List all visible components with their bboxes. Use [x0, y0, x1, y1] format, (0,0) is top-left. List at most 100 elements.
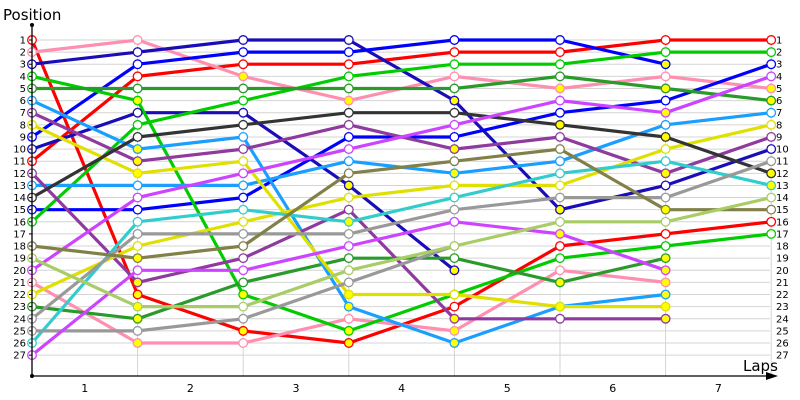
data-point [766, 71, 777, 82]
data-point [449, 192, 460, 203]
data-point [660, 289, 671, 300]
x-tick-label: 4 [398, 382, 405, 395]
y-tick-label-right: 22 [776, 290, 789, 301]
data-point [449, 216, 460, 227]
data-point [766, 119, 777, 130]
data-point [660, 119, 671, 130]
data-point [766, 228, 777, 239]
y-tick-label-right: 12 [776, 169, 789, 180]
y-tick-label: 16 [13, 217, 26, 228]
data-point [660, 71, 671, 82]
x-tick-label: 1 [81, 382, 88, 395]
data-point [132, 253, 143, 264]
data-point [343, 204, 354, 215]
data-point [449, 107, 460, 118]
axes [30, 23, 778, 380]
data-point [660, 144, 671, 155]
y-tick-label: 5 [20, 84, 26, 95]
data-point [238, 204, 249, 215]
data-point [449, 35, 460, 45]
data-point [238, 325, 249, 336]
y-tick-label: 14 [13, 193, 26, 204]
y-tick-label-right: 27 [776, 351, 789, 362]
y-tick-label: 11 [13, 157, 26, 168]
y-tick-label: 4 [20, 72, 26, 83]
data-point [343, 277, 354, 288]
data-point [343, 228, 354, 239]
data-point [132, 144, 143, 155]
data-point [449, 83, 460, 94]
series-line-lightgreen [31, 196, 772, 309]
data-point [449, 241, 460, 251]
data-point [766, 180, 777, 191]
data-point [343, 241, 354, 251]
data-point [343, 119, 354, 130]
data-point [343, 47, 354, 58]
data-point [766, 144, 777, 155]
y-tick-label: 3 [20, 60, 26, 71]
x-tick-label: 2 [187, 382, 194, 395]
data-point [238, 95, 249, 106]
data-point [449, 253, 460, 264]
data-point [449, 168, 460, 179]
data-point [343, 83, 354, 94]
y-tick-label: 26 [13, 339, 26, 350]
x-axis-arrow-icon [766, 372, 778, 380]
data-point [766, 107, 777, 118]
data-point [555, 180, 565, 191]
data-point [238, 253, 249, 264]
series-line-olive [31, 147, 772, 260]
data-point [238, 289, 249, 300]
data-point [238, 180, 249, 191]
data-point [343, 95, 354, 106]
data-point [660, 313, 671, 324]
y-axis-arrow-dot [30, 23, 34, 27]
data-point [132, 180, 143, 191]
data-point [660, 228, 671, 239]
y-tick-label-right: 3 [776, 60, 782, 71]
data-point [555, 313, 565, 324]
data-point [660, 59, 671, 70]
data-point [238, 59, 249, 70]
data-point [343, 301, 354, 312]
data-point [449, 325, 460, 336]
y-tick-label: 10 [13, 145, 26, 156]
y-tick-label-right: 15 [776, 205, 789, 216]
y-tick-label-right: 1 [776, 36, 782, 47]
data-point [555, 168, 565, 179]
data-point [555, 192, 565, 203]
data-point [238, 241, 249, 251]
data-point [132, 228, 143, 239]
data-point [132, 289, 143, 300]
y-tick-label-right: 25 [776, 326, 789, 337]
data-point [132, 338, 143, 348]
y-tick-label-right: 4 [776, 72, 782, 83]
data-point [660, 253, 671, 264]
data-point [766, 204, 777, 215]
data-point [766, 47, 777, 58]
series-line-gray-1 [30, 159, 772, 321]
data-point [343, 144, 354, 155]
data-point [343, 180, 354, 191]
x-tick-label: 5 [504, 382, 511, 395]
series-line-green-1 [31, 74, 772, 333]
data-point [555, 204, 565, 215]
y-tick-label: 24 [13, 314, 26, 325]
data-point [660, 216, 671, 227]
data-point [660, 156, 671, 167]
x-tick-label: 7 [715, 382, 722, 395]
series-line-darkgreen-1 [32, 74, 772, 103]
data-point [238, 228, 249, 239]
y-tick-label-right: 10 [776, 145, 789, 156]
data-point [555, 241, 565, 251]
data-point [132, 107, 143, 118]
data-point [555, 71, 565, 82]
y-tick-labels-left: 1234567891011121314151617181920212223242… [13, 36, 32, 362]
data-point [132, 35, 143, 45]
data-point [343, 325, 354, 336]
y-tick-label-right: 7 [776, 108, 782, 119]
y-tick-label: 18 [13, 242, 26, 253]
data-point [238, 156, 249, 167]
y-tick-label: 15 [13, 205, 26, 216]
data-point [343, 338, 354, 348]
